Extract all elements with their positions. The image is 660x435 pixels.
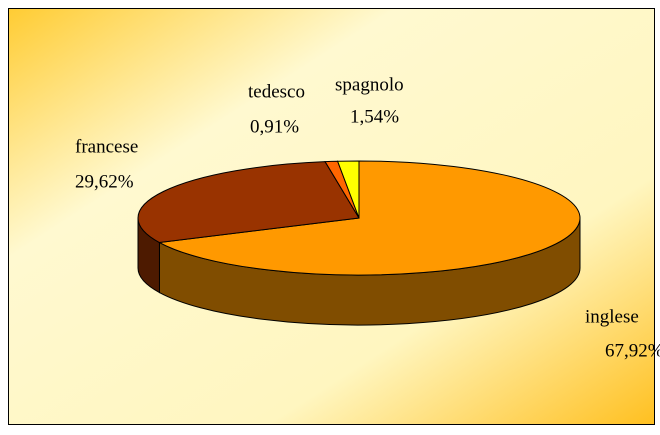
value-label: 67,92% — [605, 340, 660, 361]
slice-label: spagnolo — [335, 74, 404, 95]
slice-label: inglese — [585, 306, 639, 327]
slice-label: francese — [75, 136, 138, 157]
value-label: 29,62% — [75, 171, 134, 192]
slice — [336, 160, 360, 219]
value-label: 1,54% — [350, 106, 399, 127]
slice — [137, 161, 360, 244]
value-label: 0,91% — [250, 116, 299, 137]
slice — [157, 160, 581, 276]
slice-label: tedesco — [248, 81, 305, 102]
